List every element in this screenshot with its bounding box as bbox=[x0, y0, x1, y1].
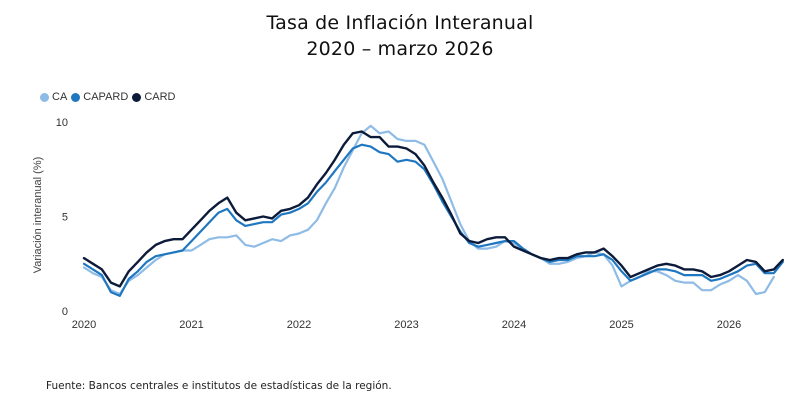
legend-marker-ca bbox=[40, 92, 49, 102]
x-tick-label: 2020 bbox=[72, 319, 96, 331]
legend-item-ca[interactable]: CA bbox=[40, 91, 67, 103]
legend-marker-capard bbox=[71, 92, 81, 102]
legend-label-capard: CAPARD bbox=[83, 91, 129, 103]
series-line-capard bbox=[82, 143, 784, 297]
legend-item-card[interactable]: CARD bbox=[132, 91, 175, 103]
legend-label-ca: CA bbox=[52, 91, 68, 103]
legend-item-capard[interactable]: CAPARD bbox=[71, 91, 128, 103]
x-tick-label: 2025 bbox=[609, 319, 633, 331]
chart-legend: CA CAPARD CARD bbox=[40, 91, 179, 103]
chart-subtitle: 2020 – marzo 2026 bbox=[306, 38, 494, 60]
x-tick-label: 2022 bbox=[287, 319, 311, 331]
legend-marker-card bbox=[132, 92, 142, 102]
legend-label-card: CARD bbox=[144, 91, 176, 103]
chart-title: Tasa de Inflación Interanual bbox=[266, 12, 534, 34]
y-tick-label: 10 bbox=[56, 117, 68, 129]
x-tick-label: 2024 bbox=[502, 319, 526, 331]
y-tick-label: 5 bbox=[62, 212, 68, 224]
y-tick-label: 0 bbox=[62, 306, 68, 318]
series-line-card bbox=[82, 130, 784, 288]
x-tick-label: 2021 bbox=[179, 319, 203, 331]
x-tick-label: 2023 bbox=[394, 319, 418, 331]
series-line-ca bbox=[82, 124, 775, 296]
x-tick-label: 2026 bbox=[717, 319, 741, 331]
source-note: Fuente: Bancos centrales e institutos de… bbox=[46, 380, 392, 392]
